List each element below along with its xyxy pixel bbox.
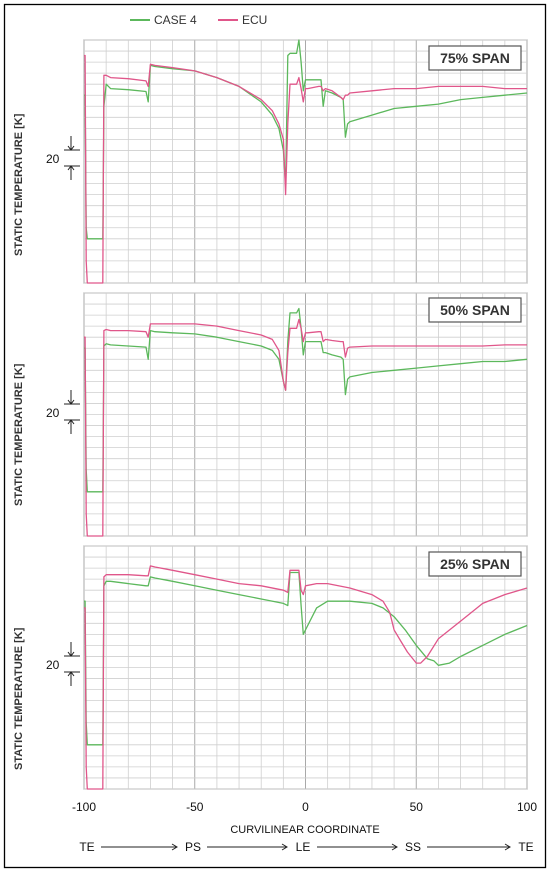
y-axis-title-50: STATIC TEMPERATURE [K] [13, 363, 25, 506]
scale-bar-50: 20 [46, 390, 80, 434]
legend-label-case-4: CASE 4 [154, 13, 197, 27]
legend: CASE 4 ECU [130, 13, 267, 27]
scale-bar-75: 20 [46, 136, 80, 180]
span-label-box [428, 297, 522, 323]
figure-frame [3, 3, 547, 869]
x-tick-label: -100 [72, 800, 96, 814]
x-tick-label: 50 [410, 800, 424, 814]
x-tick-label: 100 [517, 800, 537, 814]
region-label: TE [79, 840, 94, 854]
series-line-ecu [84, 318, 527, 537]
x-tick-labels: -100 -50 0 50 100 [72, 800, 537, 814]
span-label: 75% SPAN [440, 50, 510, 66]
region-arrowhead [391, 843, 398, 851]
scale-bar-label-50: 20 [46, 406, 60, 420]
x-tick-label: -50 [186, 800, 204, 814]
span-label-box [428, 551, 522, 577]
x-tick-label: 0 [302, 800, 309, 814]
series-line-ecu [84, 565, 528, 790]
span-label: 25% SPAN [440, 556, 510, 572]
legend-label-ecu: ECU [242, 13, 267, 27]
region-arrowhead [281, 843, 288, 851]
region-label: TE [518, 840, 533, 854]
panel-50-span: 50% SPAN [83, 292, 528, 537]
region-label: LE [296, 840, 311, 854]
panel-25-span: 25% SPAN [83, 545, 528, 790]
series-line-ecu [84, 54, 527, 284]
region-label: PS [185, 840, 201, 854]
region-arrowhead [171, 843, 178, 851]
y-axis-title-75: STATIC TEMPERATURE [K] [13, 113, 25, 256]
x-axis-title: CURVILINEAR COORDINATE [230, 824, 379, 836]
region-arrowhead [504, 843, 511, 851]
panel-75-span: 75% SPAN [83, 39, 528, 284]
scale-bar-label-75: 20 [46, 152, 60, 166]
series-line-case-4 [84, 39, 528, 240]
series-line-case-4 [84, 307, 528, 493]
span-label: 50% SPAN [440, 302, 510, 318]
scale-bar-25: 20 [46, 642, 80, 686]
region-labels: TE PS LE SS TE [79, 840, 533, 854]
scale-bar-label-25: 20 [46, 658, 60, 672]
span-label-box [428, 45, 522, 71]
region-label: SS [405, 840, 421, 854]
y-axis-title-25: STATIC TEMPERATURE [K] [13, 627, 25, 770]
